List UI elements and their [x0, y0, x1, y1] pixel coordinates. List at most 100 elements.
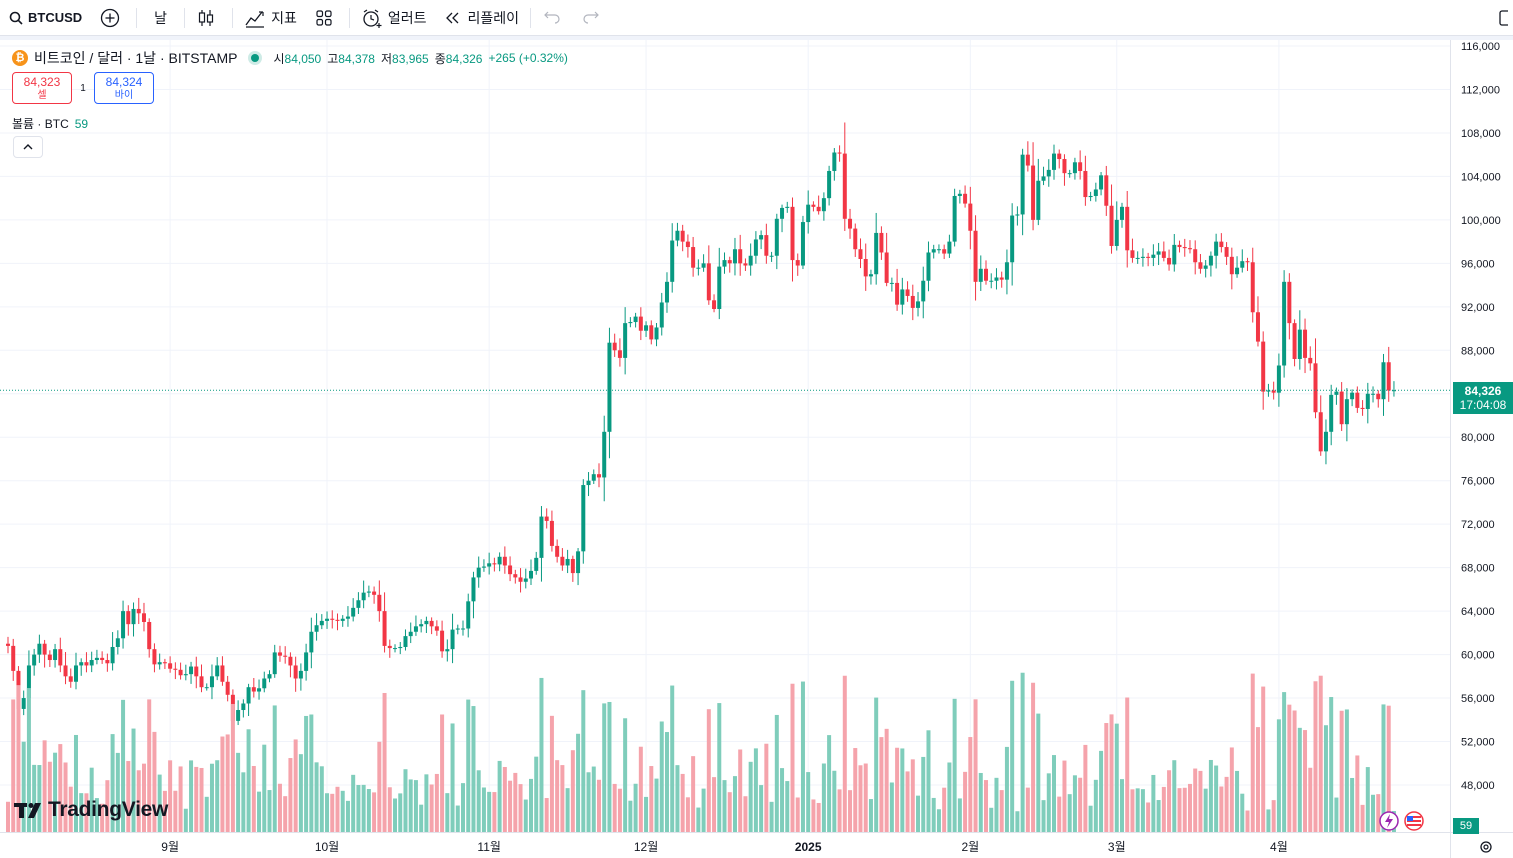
candle-body — [586, 480, 591, 486]
volume-bar — [910, 759, 915, 832]
candle-body — [84, 662, 89, 666]
candle-body — [1187, 248, 1192, 250]
undo-button[interactable] — [533, 0, 574, 36]
volume-bar — [518, 784, 523, 832]
volume-bar — [670, 685, 675, 832]
volume-bar — [1229, 747, 1234, 832]
settings-gear-icon[interactable] — [1478, 839, 1494, 855]
interval-button[interactable]: 날 — [139, 0, 182, 36]
candle-body — [1245, 261, 1250, 263]
candle-body — [105, 660, 110, 664]
volume-bar — [141, 763, 146, 832]
volume-bar — [26, 688, 31, 832]
tradingview-logo[interactable]: TradingView — [14, 798, 168, 822]
volume-bar — [806, 772, 811, 832]
buy-button[interactable]: 84,324 바이 — [94, 72, 154, 104]
volume-bar — [126, 761, 131, 832]
volume-bar — [555, 760, 560, 832]
volume-bar — [408, 779, 413, 832]
candle-body — [680, 230, 685, 242]
volume-bar — [440, 714, 445, 832]
candle-body — [304, 652, 309, 671]
compare-button[interactable] — [91, 0, 134, 36]
us-flag-icon[interactable] — [1404, 811, 1424, 831]
volume-bar — [277, 783, 282, 832]
volume-bar — [853, 748, 858, 832]
volume-bar — [1052, 755, 1056, 832]
candle-body — [884, 252, 889, 283]
candle-body — [492, 563, 497, 565]
series-title[interactable]: 비트코인 / 달러 · 1날 · BITSTAMP — [34, 50, 238, 66]
volume-bar — [21, 741, 26, 832]
replay-button[interactable]: 리플레이 — [435, 0, 528, 36]
volume-bar — [701, 788, 706, 832]
candle-body — [429, 620, 434, 627]
candle-body — [811, 204, 816, 207]
candle-body — [1182, 247, 1187, 249]
candle-body — [895, 282, 900, 305]
volume-bar — [921, 756, 926, 832]
volume-bar — [1303, 730, 1308, 832]
candle-body — [1371, 393, 1376, 395]
volume-bar — [848, 790, 853, 832]
candle-body — [241, 703, 246, 711]
volume-bar — [675, 765, 680, 832]
candle-body — [743, 263, 748, 266]
candle-body — [910, 295, 915, 308]
price-chart[interactable]: 48,000 52,000 56,000 60,000 64,000 68,000 72,0… — [0, 40, 1513, 858]
candle-body — [131, 608, 136, 625]
volume-bar — [811, 799, 816, 832]
volume-bar — [372, 792, 377, 832]
time-tick-label: 3월 — [1108, 840, 1126, 854]
volume-bar — [1360, 804, 1365, 832]
time-tick-label: 2025 — [795, 840, 822, 854]
candle-body — [617, 350, 622, 358]
volume-bar — [345, 800, 350, 832]
volume-bar — [215, 760, 220, 832]
sell-button[interactable]: 84,323 셀 — [12, 72, 72, 104]
indicators-button[interactable]: 지표 — [235, 0, 306, 36]
volume-bar — [570, 750, 575, 832]
candle-body — [1025, 154, 1030, 166]
candle-body — [445, 649, 450, 652]
trade-buttons: 84,323 셀 1 84,324 바이 — [12, 72, 154, 104]
volume-bar — [79, 793, 84, 832]
bitcoin-icon: ₿ — [12, 50, 28, 66]
fullscreen-button[interactable] — [1487, 0, 1513, 36]
volume-bar — [236, 752, 241, 832]
candle-body — [644, 325, 649, 331]
volume-bar — [262, 744, 267, 832]
candle-body — [1313, 363, 1318, 413]
collapse-legend-button[interactable] — [13, 136, 43, 158]
candle-body — [1099, 175, 1104, 190]
volume-bar — [957, 798, 962, 832]
candle-body — [1151, 254, 1156, 258]
volume-bar — [664, 732, 669, 832]
rewind-icon — [446, 12, 459, 23]
volume-bar — [1078, 777, 1083, 832]
candle-body — [47, 654, 52, 661]
candle-body — [1114, 219, 1119, 246]
chart-type-button[interactable] — [187, 0, 230, 36]
candle-body — [523, 578, 528, 582]
volume-bar — [387, 787, 392, 832]
redo-button[interactable] — [574, 0, 615, 36]
volume-bar — [94, 798, 99, 832]
candle-body — [1376, 393, 1381, 400]
volume-bar — [1135, 788, 1140, 832]
symbol-search-button[interactable]: BTCUSD — [0, 0, 91, 36]
lightning-icon[interactable] — [1379, 811, 1399, 831]
candle-body — [1219, 241, 1224, 248]
layouts-button[interactable] — [306, 0, 347, 36]
chart-area[interactable]: 48,000 52,000 56,000 60,000 64,000 68,000 72,0… — [0, 40, 1513, 858]
candle-body — [973, 230, 978, 282]
candle-body — [1010, 215, 1015, 263]
volume-legend-label[interactable]: 볼륨 · BTC — [12, 117, 69, 131]
price-tick-label: 72,000 — [1461, 519, 1495, 531]
alert-button[interactable]: 얼러트 — [352, 0, 436, 36]
candle-body — [591, 474, 596, 481]
price-tick-label: 92,000 — [1461, 302, 1495, 314]
candle-body — [1109, 205, 1114, 246]
volume-bar — [502, 766, 507, 832]
indicators-label: 지표 — [271, 9, 297, 26]
